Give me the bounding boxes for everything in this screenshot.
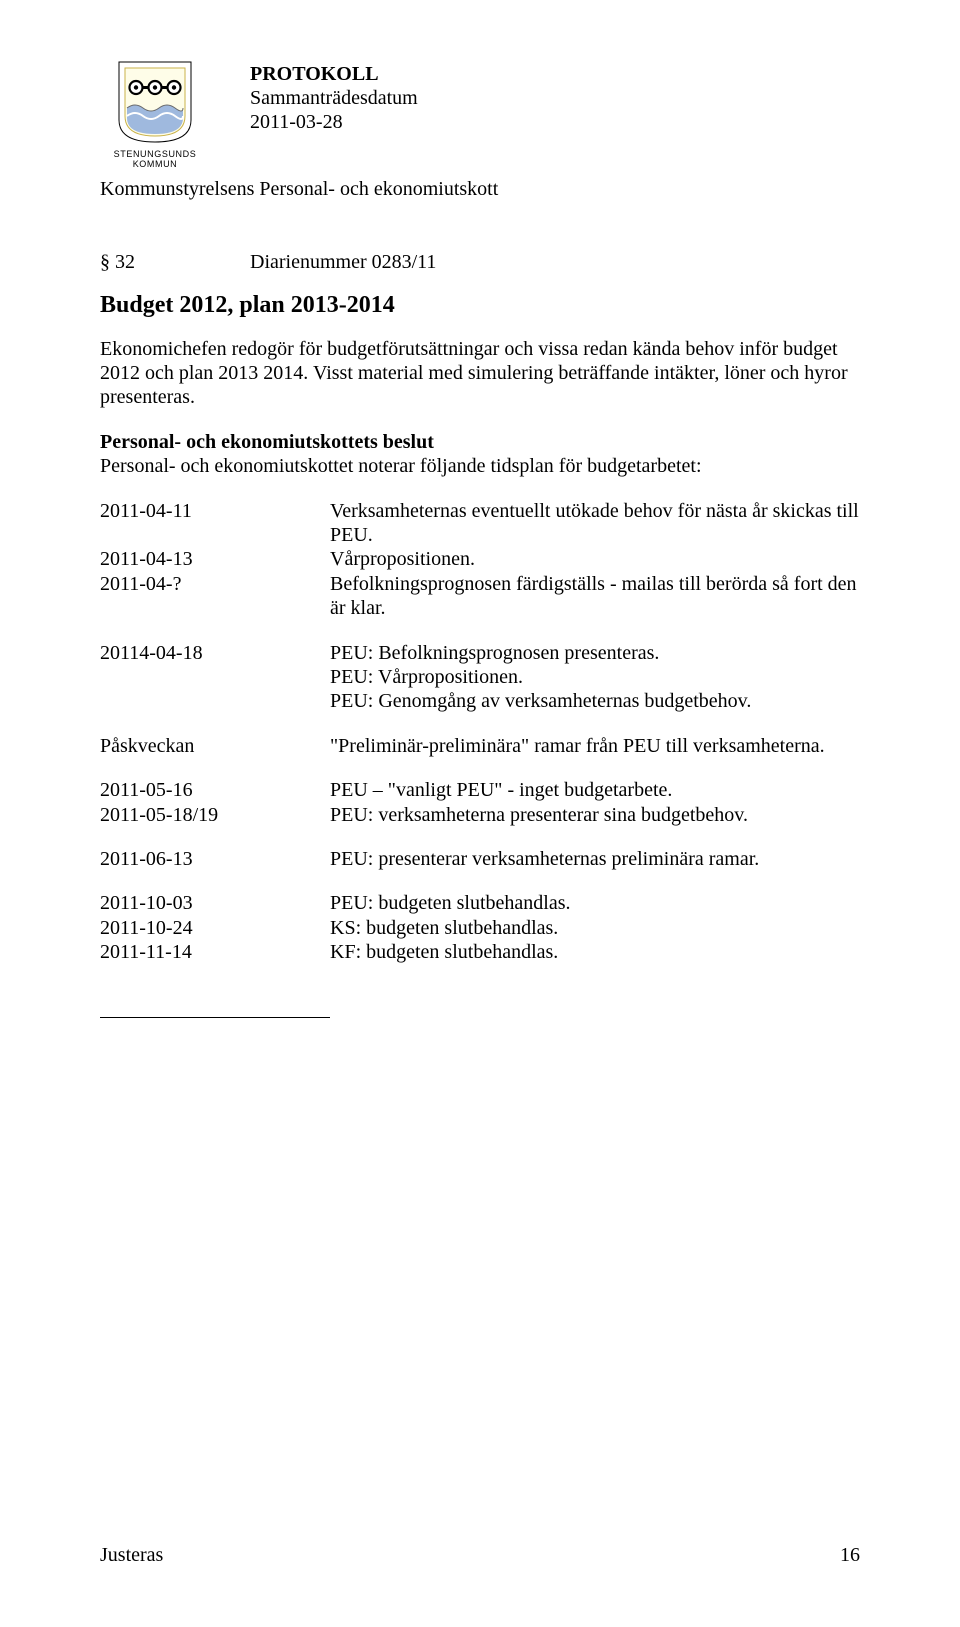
schedule-desc: PEU – "vanligt PEU" - inget budgetarbete… — [330, 778, 860, 802]
schedule-desc: Vårpropositionen. — [330, 547, 860, 571]
header: STENUNGSUNDS KOMMUN PROTOKOLL Sammanträd… — [100, 60, 860, 170]
decision-block: Personal- och ekonomiutskottets beslut P… — [100, 430, 860, 479]
schedule-row: 2011-06-13 PEU: presenterar verksamheter… — [100, 847, 860, 871]
section-line: § 32Diarienummer 0283/11 — [100, 251, 860, 274]
logo-block: STENUNGSUNDS KOMMUN — [100, 60, 210, 170]
paragraph-number: § 32 — [100, 251, 250, 274]
schedule-desc: PEU: Vårpropositionen. — [330, 665, 860, 689]
schedule-block-5: 2011-06-13 PEU: presenterar verksamheter… — [100, 847, 860, 871]
schedule-row: 2011-11-14 KF: budgeten slutbehandlas. — [100, 940, 860, 964]
schedule-desc: KF: budgeten slutbehandlas. — [330, 940, 860, 964]
header-text: PROTOKOLL Sammanträdesdatum 2011-03-28 — [250, 60, 418, 134]
header-line2: 2011-03-28 — [250, 110, 418, 134]
schedule-date: 2011-04-? — [100, 572, 330, 596]
schedule-row: 2011-05-18/19 PEU: verksamheterna presen… — [100, 803, 860, 827]
header-line1: Sammanträdesdatum — [250, 86, 418, 110]
schedule-row: 2011-10-24 KS: budgeten slutbehandlas. — [100, 916, 860, 940]
schedule-row: 20114-04-18 PEU: Befolkningsprognosen pr… — [100, 641, 860, 665]
schedule-date: 2011-05-18/19 — [100, 803, 330, 827]
schedule-row: 2011-04-11 Verksamheternas eventuellt ut… — [100, 499, 860, 548]
schedule-row: 2011-10-03 PEU: budgeten slutbehandlas. — [100, 891, 860, 915]
schedule-row: Påskveckan "Preliminär-preliminära" rama… — [100, 734, 860, 758]
protokoll-title: PROTOKOLL — [250, 62, 418, 86]
schedule-desc: KS: budgeten slutbehandlas. — [330, 916, 860, 940]
footer-left: Justeras — [100, 1544, 163, 1567]
page-number: 16 — [840, 1544, 860, 1567]
schedule-date: 2011-10-24 — [100, 916, 330, 940]
schedule-block-3: Påskveckan "Preliminär-preliminära" rama… — [100, 734, 860, 758]
schedule-desc: PEU: Befolkningsprognosen presenteras. — [330, 641, 860, 665]
schedule-row: PEU: Genomgång av verksamheternas budget… — [100, 689, 860, 713]
schedule-row: 2011-04-13 Vårpropositionen. — [100, 547, 860, 571]
schedule-desc: PEU: Genomgång av verksamheternas budget… — [330, 689, 860, 713]
schedule-date: 2011-11-14 — [100, 940, 330, 964]
schedule-date: Påskveckan — [100, 734, 330, 758]
logo-text-2: KOMMUN — [100, 159, 210, 169]
diarium-number: Diarienummer 0283/11 — [250, 251, 436, 273]
schedule-desc: PEU: budgeten slutbehandlas. — [330, 891, 860, 915]
municipality-crest-icon — [117, 60, 193, 144]
schedule-desc: Verksamheternas eventuellt utökade behov… — [330, 499, 860, 548]
schedule-date: 2011-05-16 — [100, 778, 330, 802]
schedule-date: 20114-04-18 — [100, 641, 330, 665]
schedule-desc: "Preliminär-preliminära" ramar från PEU … — [330, 734, 860, 758]
schedule: 2011-04-11 Verksamheternas eventuellt ut… — [100, 499, 860, 965]
schedule-block-6: 2011-10-03 PEU: budgeten slutbehandlas. … — [100, 891, 860, 964]
committee-name: Kommunstyrelsens Personal- och ekonomiut… — [100, 178, 860, 201]
schedule-date: 2011-06-13 — [100, 847, 330, 871]
schedule-block-4: 2011-05-16 PEU – "vanligt PEU" - inget b… — [100, 778, 860, 827]
schedule-block-2: 20114-04-18 PEU: Befolkningsprognosen pr… — [100, 641, 860, 714]
schedule-date: 2011-04-13 — [100, 547, 330, 571]
intro-paragraph: Ekonomichefen redogör för budgetförutsät… — [100, 337, 860, 410]
decision-text: Personal- och ekonomiutskottet noterar f… — [100, 455, 702, 477]
logo-text-1: STENUNGSUNDS — [100, 149, 210, 159]
document-heading: Budget 2012, plan 2013-2014 — [100, 292, 860, 319]
schedule-desc: Befolkningsprognosen färdigställs - mail… — [330, 572, 860, 621]
signature-line — [100, 1017, 330, 1018]
schedule-date: 2011-10-03 — [100, 891, 330, 915]
schedule-row: 2011-04-? Befolkningsprognosen färdigstä… — [100, 572, 860, 621]
schedule-desc: PEU: verksamheterna presenterar sina bud… — [330, 803, 860, 827]
schedule-row: 2011-05-16 PEU – "vanligt PEU" - inget b… — [100, 778, 860, 802]
schedule-date: 2011-04-11 — [100, 499, 330, 523]
page-footer: Justeras 16 — [100, 1544, 860, 1567]
schedule-row: PEU: Vårpropositionen. — [100, 665, 860, 689]
schedule-block-1: 2011-04-11 Verksamheternas eventuellt ut… — [100, 499, 860, 621]
decision-title: Personal- och ekonomiutskottets beslut — [100, 430, 860, 454]
schedule-desc: PEU: presenterar verksamheternas prelimi… — [330, 847, 860, 871]
